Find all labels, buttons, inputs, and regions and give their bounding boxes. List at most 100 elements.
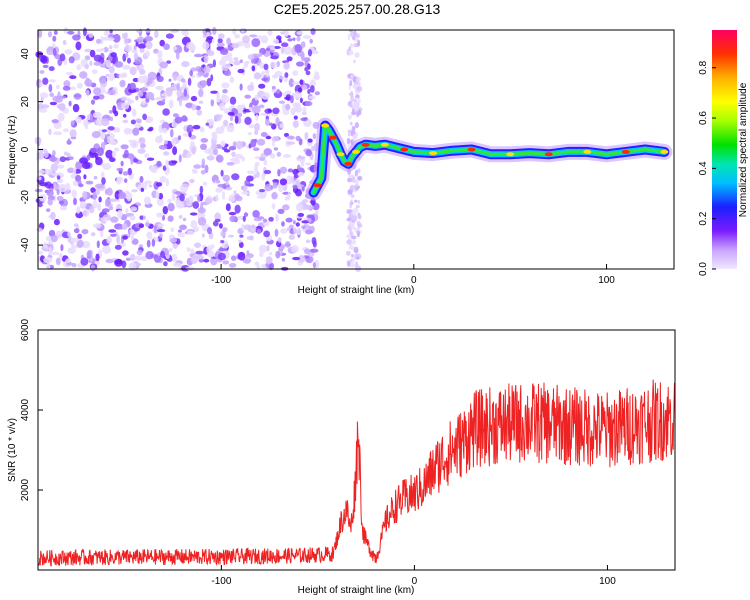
noise-blob <box>135 40 139 47</box>
noise-blob <box>284 196 289 201</box>
noise-blob <box>72 103 80 113</box>
noise-blob <box>277 237 282 243</box>
noise-blob <box>78 183 84 188</box>
noise-blob <box>105 37 115 41</box>
noise-blob <box>227 111 235 116</box>
noise-blob <box>120 144 129 150</box>
noise-blob <box>275 213 279 222</box>
noise-blob <box>139 69 146 75</box>
noise-blob <box>174 116 183 124</box>
noise-blob <box>42 64 49 69</box>
noise-blob <box>181 115 188 122</box>
track-peak <box>344 161 353 166</box>
noise-blob <box>197 217 207 226</box>
noise-blob <box>73 197 77 206</box>
noise-blob <box>159 233 163 239</box>
noise-blob <box>284 62 290 70</box>
noise-blob <box>138 244 143 248</box>
noise-blob <box>114 259 123 267</box>
noise-blob <box>39 82 43 87</box>
noise-blob <box>156 75 164 83</box>
noise-blob <box>302 106 307 114</box>
noise-blob <box>171 122 178 128</box>
noise-blob <box>91 131 101 139</box>
noise-blob <box>82 210 88 216</box>
noise-blob <box>253 147 260 151</box>
noise-blob <box>93 176 98 180</box>
noise-blob <box>292 184 298 189</box>
noise-blob <box>149 165 158 172</box>
noise-blob <box>248 224 257 234</box>
noise-blob <box>206 78 212 87</box>
colorbar-ticks: 0.0 0.2 0.4 0.6 0.8 <box>698 60 716 276</box>
noise-blob <box>217 252 226 261</box>
noise-blob <box>190 220 198 229</box>
spectrogram-x-label: Height of straight line (km) <box>298 285 415 296</box>
noise-blob <box>292 168 300 175</box>
noise-blob <box>52 47 57 57</box>
noise-blob <box>232 141 237 148</box>
noise-blob <box>58 200 64 205</box>
noise-blob <box>93 95 100 100</box>
noise-blob <box>100 220 107 224</box>
noise-blob <box>203 65 211 74</box>
noise-blob <box>276 88 281 94</box>
noise-blob <box>156 212 164 218</box>
noise-blob <box>281 42 289 47</box>
noise-blob <box>101 177 106 185</box>
noise-blob <box>357 213 361 220</box>
noise-blob <box>297 156 306 160</box>
noise-blob <box>106 129 111 134</box>
noise-blob <box>156 229 166 233</box>
noise-blob <box>160 250 165 259</box>
noise-blob <box>100 48 105 52</box>
noise-blob <box>267 29 273 36</box>
noise-blob <box>77 233 83 239</box>
noise-blob <box>225 181 229 186</box>
noise-blob <box>131 189 138 193</box>
noise-blob <box>122 235 128 240</box>
noise-blob <box>88 33 94 38</box>
track-peak <box>361 142 370 147</box>
noise-blob <box>168 99 174 109</box>
track-peak <box>660 149 669 154</box>
noise-blob <box>228 234 234 238</box>
noise-blob <box>258 52 263 57</box>
noise-blob <box>175 50 180 60</box>
noise-blob <box>265 69 269 78</box>
noise-blob <box>124 178 128 184</box>
noise-blob <box>307 49 313 57</box>
noise-blob <box>181 29 187 36</box>
noise-blob <box>91 69 98 75</box>
noise-blob <box>59 53 66 62</box>
noise-blob <box>347 33 350 41</box>
y-tick-label: 0 <box>20 146 31 152</box>
noise-blob <box>356 230 361 238</box>
noise-blob <box>163 151 170 156</box>
noise-blob <box>65 262 74 266</box>
noise-blob <box>205 122 209 126</box>
noise-blob <box>266 47 270 52</box>
noise-blob <box>271 136 280 142</box>
noise-blob <box>83 174 87 180</box>
noise-blob <box>226 124 235 133</box>
noise-blob <box>58 183 68 193</box>
noise-blob <box>169 247 173 252</box>
noise-blob <box>223 63 232 69</box>
noise-blob <box>314 210 319 215</box>
noise-blob <box>190 67 199 72</box>
noise-blob <box>47 198 53 206</box>
noise-blob <box>107 126 115 131</box>
noise-blob <box>350 95 354 102</box>
noise-blob <box>357 81 361 87</box>
x-tick-label: 0 <box>411 275 417 286</box>
noise-blob <box>295 227 302 236</box>
noise-blob <box>93 61 102 66</box>
noise-blob <box>181 265 190 272</box>
noise-blob <box>138 223 145 229</box>
noise-blob <box>307 217 312 223</box>
noise-blob <box>144 180 152 185</box>
noise-blob <box>272 179 280 183</box>
noise-blob <box>90 264 96 272</box>
noise-blob <box>67 247 76 254</box>
